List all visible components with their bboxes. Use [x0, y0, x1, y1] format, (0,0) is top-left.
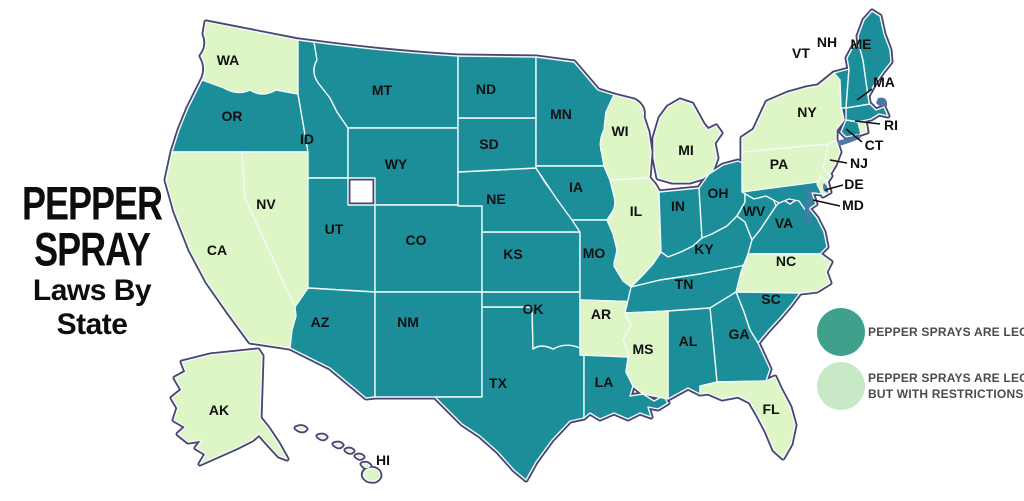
state-label-wa: WA: [217, 52, 240, 68]
state-label-ga: GA: [729, 326, 750, 342]
callout-label-de: DE: [844, 176, 863, 192]
callout-label-md: MD: [842, 197, 864, 213]
legend-dot-legal: [817, 308, 865, 356]
state-ms: [622, 310, 669, 400]
state-label-wv: WV: [743, 203, 766, 219]
state-label-ne: NE: [486, 191, 505, 207]
state-label-mo: MO: [583, 245, 606, 261]
callout-line-ri: [854, 120, 881, 125]
legend: PEPPER SPRAYS ARE LEGAL PEPPER SPRAYS AR…: [817, 308, 1024, 410]
state-ks: [481, 231, 581, 293]
state-label-va: VA: [775, 215, 793, 231]
state-label-ak: AK: [209, 402, 229, 418]
state-label-oh: OH: [708, 185, 729, 201]
state-label-ca: CA: [207, 242, 227, 258]
delaware-bay: [823, 183, 829, 193]
state-ak: [171, 349, 288, 465]
state-label-ny: NY: [797, 104, 817, 120]
state-ny: [741, 72, 845, 153]
title-line-4: State: [56, 308, 128, 341]
state-label-sd: SD: [479, 136, 498, 152]
state-label-id: ID: [300, 131, 314, 147]
state-fl: [699, 376, 796, 459]
chesapeake-bay: [804, 188, 813, 223]
state-label-or: OR: [222, 108, 243, 124]
state-label-fl: FL: [762, 401, 780, 417]
state-labels: WA OR CA NV ID MT WY UT CO AZ NM TX OK K…: [207, 36, 872, 468]
callout-line-md: [812, 199, 841, 207]
state-label-sc: SC: [761, 291, 780, 307]
state-label-wy: WY: [385, 156, 408, 172]
state-label-nc: NC: [776, 253, 796, 269]
state-label-ky: KY: [694, 241, 714, 257]
state-label-al: AL: [679, 333, 698, 349]
callout-label-ri: RI: [884, 117, 898, 133]
state-nm: [374, 291, 483, 398]
callout-label-ma: MA: [873, 74, 895, 90]
state-label-me: ME: [851, 36, 872, 52]
state-label-ar: AR: [591, 306, 611, 322]
state-label-tn: TN: [675, 276, 694, 292]
callout-label-ct: CT: [865, 137, 884, 153]
state-label-ok: OK: [523, 301, 544, 317]
state-ok: [481, 291, 581, 350]
callout-label-vt: VT: [792, 45, 810, 61]
state-label-ms: MS: [633, 341, 654, 357]
title-line-2: SPRAY: [34, 221, 151, 276]
state-label-in: IN: [671, 198, 685, 214]
state-label-co: CO: [406, 232, 427, 248]
state-label-il: IL: [630, 203, 643, 219]
state-label-la: LA: [595, 374, 614, 390]
callout-label-nj: NJ: [850, 155, 868, 171]
legend-label-legal: PEPPER SPRAYS ARE LEGAL: [868, 325, 1024, 339]
state-la: [579, 354, 669, 420]
state-nj: [822, 139, 841, 176]
state-label-nm: NM: [397, 314, 419, 330]
title-line-1: PEPPER: [21, 175, 163, 230]
state-label-nd: ND: [476, 81, 496, 97]
state-label-ut: UT: [325, 221, 344, 237]
state-nd: [457, 55, 537, 119]
state-label-mi: MI: [678, 142, 694, 158]
callout-line-de: [824, 184, 844, 191]
state-az: [289, 287, 376, 399]
state-label-ks: KS: [503, 246, 522, 262]
callout-line-ct: [845, 128, 863, 143]
state-label-tx: TX: [489, 375, 508, 391]
legend-label-restricted-line1: PEPPER SPRAYS ARE LEGAL: [868, 371, 1024, 385]
legend-label-restricted-line2: BUT WITH RESTRICTIONS: [868, 387, 1024, 401]
state-mi: [653, 99, 722, 183]
legend-dot-restricted: [817, 362, 865, 410]
state-label-az: AZ: [311, 314, 330, 330]
state-label-mt: MT: [372, 82, 393, 98]
state-me: [857, 10, 892, 97]
state-label-wi: WI: [611, 123, 628, 139]
state-label-mn: MN: [550, 106, 572, 122]
state-hi: [295, 426, 381, 482]
page-title: PEPPER SPRAY Laws By State: [6, 175, 178, 342]
state-vt: [833, 68, 850, 109]
callout-label-nh: NH: [817, 34, 837, 50]
state-label-hi: HI: [376, 452, 390, 468]
state-label-nv: NV: [256, 196, 276, 212]
state-nc: [735, 253, 832, 294]
state-co: [374, 204, 483, 293]
title-line-3: Laws By: [32, 274, 152, 307]
callout-labels: VT NH MA RI CT NJ DE MD: [792, 34, 898, 213]
callout-line-ma: [856, 88, 873, 101]
state-wa: [200, 21, 299, 95]
state-label-ia: IA: [569, 179, 583, 195]
states-layer: [165, 10, 892, 482]
state-label-pa: PA: [770, 156, 788, 172]
callout-line-nj: [829, 159, 848, 164]
cape-cod-bay: [876, 97, 888, 107]
